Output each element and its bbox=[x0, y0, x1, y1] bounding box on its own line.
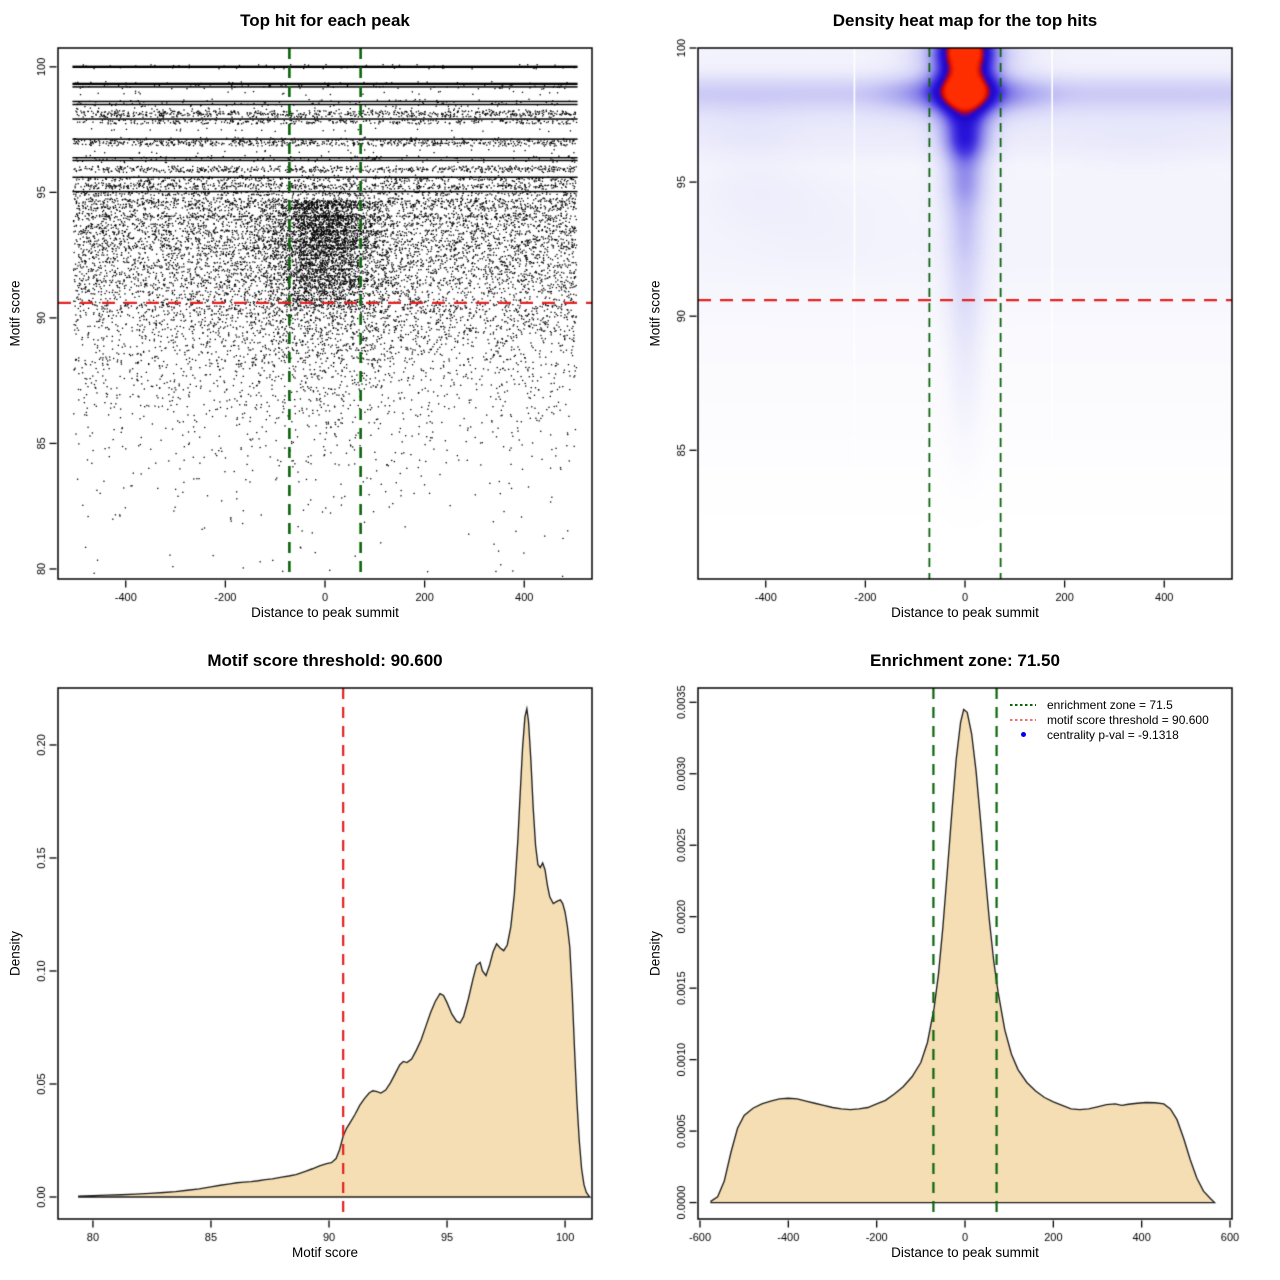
legend-item-centrality-pval: centrality p-val = -9.1318 bbox=[1010, 727, 1209, 742]
panel-motif-score-density: Motif score threshold: 90.600 Motif scor… bbox=[0, 640, 640, 1280]
blue-point-icon bbox=[1010, 732, 1036, 737]
heatmap-canvas bbox=[640, 0, 1280, 640]
page-title: Enrichment zone: 71.50 bbox=[870, 651, 1060, 670]
legend-label: motif score threshold = 90.600 bbox=[1047, 712, 1209, 727]
page-title: Motif score threshold: 90.600 bbox=[207, 651, 443, 670]
legend-item-enrichment-zone: enrichment zone = 71.5 bbox=[1010, 697, 1209, 712]
panel-density-heatmap: Density heat map for the top hits Distan… bbox=[640, 0, 1280, 640]
score-density-canvas bbox=[0, 640, 640, 1280]
scatter-plot-canvas bbox=[0, 0, 640, 640]
x-axis-label: Motif score bbox=[291, 1245, 359, 1260]
y-axis-label: Motif score bbox=[7, 280, 23, 347]
panel-distance-density: Enrichment zone: 71.50 Distance to peak … bbox=[640, 640, 1280, 1280]
legend-item-motif-threshold: motif score threshold = 90.600 bbox=[1010, 712, 1209, 727]
legend: enrichment zone = 71.5 motif score thres… bbox=[1010, 697, 1209, 742]
x-axis-label: Distance to peak summit bbox=[891, 1245, 1039, 1260]
y-axis-label: Motif score bbox=[647, 280, 663, 347]
page-title: Density heat map for the top hits bbox=[832, 11, 1098, 30]
green-dotted-line-icon bbox=[1010, 703, 1036, 706]
x-axis-label: Distance to peak summit bbox=[251, 605, 399, 620]
legend-label: enrichment zone = 71.5 bbox=[1047, 697, 1173, 712]
x-axis-label: Distance to peak summit bbox=[891, 605, 1039, 620]
page-title: Top hit for each peak bbox=[240, 11, 410, 30]
y-axis-label: Density bbox=[647, 931, 663, 977]
distance-density-canvas bbox=[640, 640, 1280, 1280]
legend-label: centrality p-val = -9.1318 bbox=[1047, 727, 1179, 742]
red-dotted-line-icon bbox=[1010, 718, 1036, 721]
panel-top-hit-scatter: Top hit for each peak Distance to peak s… bbox=[0, 0, 640, 640]
y-axis-label: Density bbox=[7, 931, 23, 977]
